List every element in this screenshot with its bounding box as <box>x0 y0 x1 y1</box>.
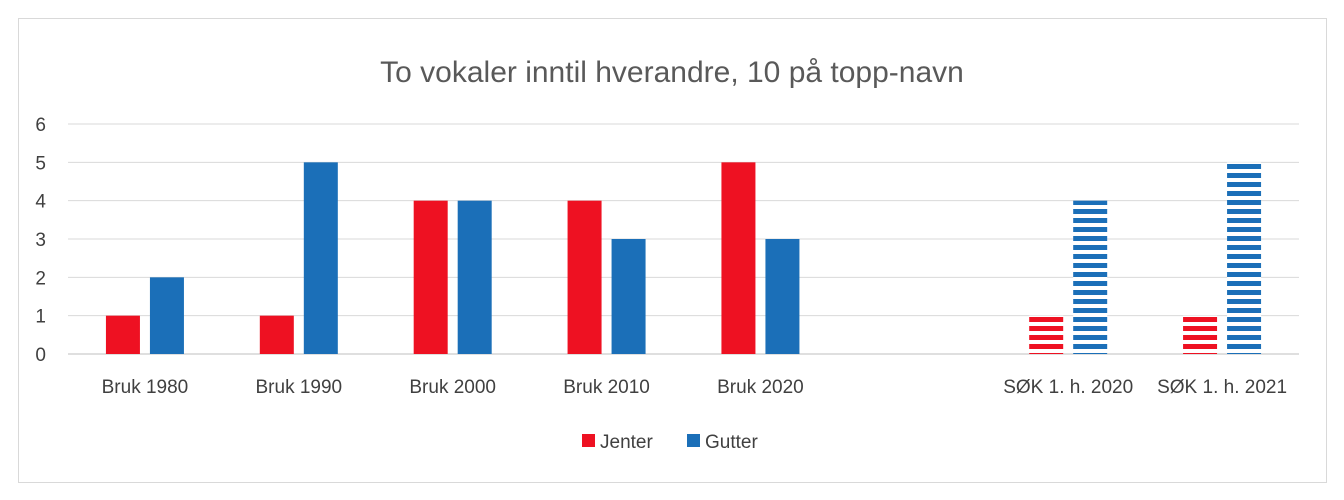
bar-gutter <box>765 239 800 354</box>
bar-gutter <box>149 277 184 354</box>
bar-jenter <box>1029 315 1064 354</box>
x-tick-label: Bruk 2000 <box>409 377 496 398</box>
y-tick-label: 0 <box>35 345 46 366</box>
chart-title: To vokaler inntil hverandre, 10 på topp-… <box>380 56 964 89</box>
x-tick-label: Bruk 1980 <box>102 377 189 398</box>
y-tick-label: 5 <box>35 153 46 174</box>
legend-swatch-jenter <box>582 434 595 447</box>
bar-jenter <box>413 200 448 354</box>
y-tick-label: 3 <box>35 230 46 251</box>
bar-gutter <box>303 162 338 354</box>
x-tick-label: Bruk 1990 <box>256 377 343 398</box>
y-axis-ticks: 0 1 2 3 4 5 6 <box>35 115 46 366</box>
bar-jenter <box>1183 315 1218 354</box>
y-tick-label: 2 <box>35 268 46 289</box>
legend-label-gutter: Gutter <box>705 432 758 453</box>
x-tick-label: Bruk 2020 <box>717 377 804 398</box>
y-tick-label: 1 <box>35 307 46 328</box>
x-tick-label: SØK 1. h. 2021 <box>1157 377 1287 398</box>
legend: Jenter Gutter <box>582 432 758 453</box>
bar-gutter <box>611 239 646 354</box>
y-tick-label: 4 <box>35 192 46 213</box>
legend-label-jenter: Jenter <box>600 432 653 453</box>
chart-frame <box>18 18 1327 483</box>
bar-gutter <box>457 200 492 354</box>
legend-swatch-gutter <box>687 434 700 447</box>
bar-gutter <box>1227 162 1262 354</box>
bar-jenter <box>567 200 602 354</box>
bar-jenter <box>721 162 756 354</box>
bar-gutter <box>1073 200 1108 354</box>
bar-jenter <box>259 315 294 354</box>
bar-jenter <box>105 315 140 354</box>
x-tick-label: Bruk 2010 <box>563 377 650 398</box>
gridlines <box>68 123 1299 355</box>
x-axis-ticks: Bruk 1980 Bruk 1990 Bruk 2000 Bruk 2010 Bruk… <box>102 377 1287 398</box>
x-tick-label: SØK 1. h. 2020 <box>1003 377 1133 398</box>
y-tick-label: 6 <box>35 115 46 136</box>
bars <box>105 162 1262 354</box>
